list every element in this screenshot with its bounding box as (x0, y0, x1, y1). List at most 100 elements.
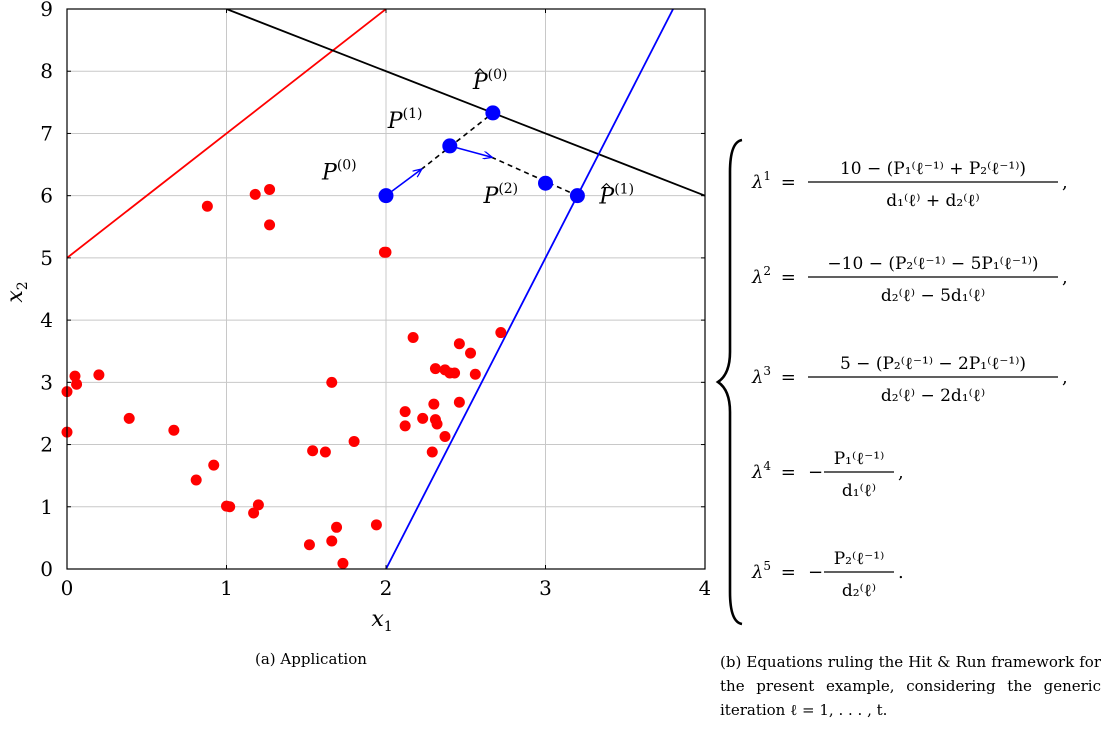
scatter-point (123, 412, 135, 424)
dashed-segment (490, 156, 578, 197)
x-tick-label: 1 (220, 576, 233, 600)
equation-row: λ2 = −10 − (P₂⁽ℓ⁻¹⁾ − 5P₁⁽ℓ⁻¹⁾) d₂⁽ℓ⁾ − 5d… (751, 254, 1068, 306)
axis-labels: x1 x2 (3, 281, 393, 635)
iterate-point (538, 175, 553, 191)
denominator: d₁⁽ℓ⁾ (842, 481, 876, 501)
iterate-label: P(0) (472, 67, 508, 95)
y-tick-label: 9 (40, 0, 53, 21)
numerator: P₂⁽ℓ⁻¹⁾ (834, 549, 885, 569)
denominator: d₂⁽ℓ⁾ − 2d₁⁽ℓ⁾ (881, 386, 985, 406)
equation-row: λ4 = −P₁⁽ℓ⁻¹⁾ d₁⁽ℓ⁾, (751, 449, 904, 501)
svg-text:λ3 =: λ3 = (751, 364, 796, 388)
y-tick-label: 8 (40, 59, 53, 83)
scatter-point (248, 507, 260, 519)
scatter-point (307, 445, 319, 457)
iterate-point (378, 188, 394, 204)
scatter-point (453, 396, 465, 408)
x-tick-label: 2 (380, 576, 393, 600)
scatter-point (326, 376, 338, 388)
iterate-label: P(0) (321, 158, 357, 186)
scatter-point (264, 219, 276, 231)
numerator: 10 − (P₁⁽ℓ⁻¹⁾ + P₂⁽ℓ⁻¹⁾) (840, 159, 1026, 179)
scatter-point (208, 459, 220, 471)
caption-b: (b) Equations ruling the Hit & Run frame… (720, 653, 1101, 719)
scatter-point (319, 446, 331, 458)
scatter-point (465, 347, 477, 359)
scatter-point (331, 521, 343, 533)
svg-text:.: . (898, 562, 904, 583)
iterate-point (442, 138, 458, 154)
scatter-point (201, 200, 213, 212)
svg-text:,: , (1062, 367, 1068, 388)
svg-text:λ2 =: λ2 = (751, 264, 796, 288)
denominator: d₂⁽ℓ⁾ (842, 581, 876, 601)
scatter-point (439, 430, 451, 442)
x-tick-label: 0 (61, 576, 74, 600)
scatter-point (399, 420, 411, 432)
scatter-point (348, 435, 360, 447)
iterate-point (569, 188, 585, 204)
y-tick-label: 6 (40, 184, 53, 208)
denominator: d₂⁽ℓ⁾ − 5d₁⁽ℓ⁾ (881, 286, 985, 306)
equation-row: λ3 = 5 − (P₂⁽ℓ⁻¹⁾ − 2P₁⁽ℓ⁻¹⁾) d₂⁽ℓ⁾ − 2d₁⁽… (751, 354, 1068, 406)
scatter-point (426, 446, 438, 458)
svg-text:P(0): P(0) (321, 158, 357, 186)
left-brace (715, 138, 743, 626)
svg-text:−: − (808, 462, 823, 483)
scatter-point (252, 499, 264, 511)
hat-accent (474, 68, 486, 75)
x-tick-label: 3 (539, 576, 552, 600)
equation-row: λ5 = −P₂⁽ℓ⁻¹⁾ d₂⁽ℓ⁾. (751, 549, 904, 601)
iterate-path: P(0) P(1) P(2) P(0) P(1) (321, 67, 634, 210)
x-axis-label: x1 (371, 607, 392, 635)
caption-a: (a) Application (255, 650, 367, 668)
y-tick-label: 4 (40, 308, 53, 332)
scatter-point (469, 368, 481, 380)
iterate-label: P(1) (598, 182, 634, 210)
svg-text:−: − (808, 562, 823, 583)
grid-lines (66, 8, 706, 570)
iterate-label: P(1) (387, 106, 423, 134)
scatter-point (453, 338, 465, 350)
scatter-point (380, 246, 392, 258)
scatter-point (417, 412, 429, 424)
constraint-line (385, 9, 674, 569)
iterate-label: P(2) (483, 181, 519, 209)
scatter-point (303, 539, 315, 551)
y-tick-label: 0 (40, 557, 53, 581)
svg-text:λ5 =: λ5 = (751, 559, 796, 583)
scatter-point (249, 188, 261, 200)
y-axis-label: x2 (3, 281, 31, 302)
svg-text:P(1): P(1) (387, 106, 423, 134)
axis-ticks: 0 1 2 3 4 0 1 2 3 4 5 6 7 8 9 (40, 0, 710, 600)
scatter-point (168, 424, 180, 436)
numerator: −10 − (P₂⁽ℓ⁻¹⁾ − 5P₁⁽ℓ⁻¹⁾) (827, 254, 1038, 274)
scatter-point (337, 557, 349, 569)
scatter-points (61, 183, 507, 569)
y-tick-label: 7 (40, 121, 53, 145)
svg-text:,: , (898, 462, 904, 483)
scatter-point (428, 398, 440, 410)
scatter-point (407, 332, 419, 344)
svg-text:P(2): P(2) (483, 181, 519, 209)
x-tick-label: 4 (699, 576, 710, 600)
y-tick-label: 3 (40, 370, 53, 394)
scatter-point (449, 367, 461, 379)
y-tick-label: 2 (40, 433, 53, 457)
scatter-point (399, 406, 411, 418)
scatter-point (190, 474, 202, 486)
y-tick-label: 1 (40, 495, 53, 519)
scatter-point (431, 418, 443, 430)
iterate-point (485, 105, 501, 121)
numerator: P₁⁽ℓ⁻¹⁾ (834, 449, 885, 469)
constraint-line (226, 9, 705, 197)
svg-text:λ4 =: λ4 = (751, 459, 796, 483)
scatter-point (370, 519, 382, 531)
scatter-point (224, 501, 236, 513)
scatter-point (326, 535, 338, 547)
equation-row: λ1 = 10 − (P₁⁽ℓ⁻¹⁾ + P₂⁽ℓ⁻¹⁾) d₁⁽ℓ⁾ + d₂⁽ℓ… (751, 159, 1068, 211)
scatter-point (71, 378, 83, 390)
constraint-lines (67, 9, 705, 569)
numerator: 5 − (P₂⁽ℓ⁻¹⁾ − 2P₁⁽ℓ⁻¹⁾) (840, 354, 1026, 374)
